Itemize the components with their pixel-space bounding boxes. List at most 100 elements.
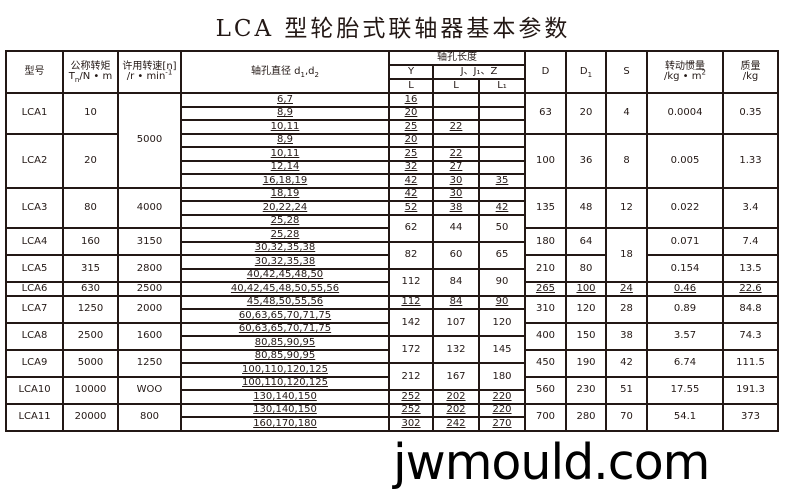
mass-cell: 1.33 <box>722 132 779 189</box>
table-row: LCA2 20 8,9 20 100 36 8 0.005 1.33 <box>5 132 779 189</box>
speed-label: 许用转速[n] <box>122 61 177 72</box>
inertia-cell: 3.57 <box>646 321 724 351</box>
length-L-cell <box>432 132 480 148</box>
table-row: LCA10 10000 WOO 100,110,120,125 560 230 51 17.5… <box>5 375 779 405</box>
bore-diameter-cell: 30,32,35,38 <box>180 240 390 256</box>
S-cell: 12 <box>605 186 648 229</box>
model-cell: LCA11 <box>5 402 64 432</box>
S-cell: 24 <box>605 281 648 297</box>
inertia-cell: 0.46 <box>646 281 724 297</box>
header-Y-L: L <box>388 78 434 94</box>
S-cell: 18 <box>605 227 648 283</box>
inertia-cell: 0.022 <box>646 186 724 229</box>
bore-diameter-cell: 100,110,120,125 <box>180 362 390 378</box>
inertia-label: 转动惯量 <box>665 61 705 72</box>
mass-cell: 84.8 <box>722 294 779 324</box>
S-cell: 51 <box>605 375 648 405</box>
inertia-cell: 17.55 <box>646 375 724 405</box>
mass-cell: 22.6 <box>722 281 779 297</box>
bore-diameter-cell: 6,7 <box>180 92 390 108</box>
header-D1: D1 <box>565 50 607 94</box>
length-Y-cell: 82 <box>388 240 434 270</box>
mass-cell: 3.4 <box>722 186 779 229</box>
bore-diameter-cell: 45,48,50,55,56 <box>180 294 390 310</box>
length-L-cell <box>432 105 480 121</box>
length-L1-cell <box>478 159 526 175</box>
length-L1-cell: 90 <box>478 294 526 310</box>
length-L1-cell: 220 <box>478 389 526 405</box>
length-Y-cell: 252 <box>388 402 434 418</box>
length-Y-cell: 25 <box>388 146 434 162</box>
model-cell: LCA10 <box>5 375 64 405</box>
header-JZ: J、J₁、Z <box>432 64 526 80</box>
length-L-cell: 30 <box>432 186 480 202</box>
length-L-cell: 84 <box>432 267 480 297</box>
torque-cell: 10 <box>62 92 119 135</box>
table-row: LCA9 5000 1250 80,85,90,95 450 190 42 6.74 111.5 <box>5 348 779 378</box>
mass-cell: 7.4 <box>722 227 779 256</box>
D-cell: 210 <box>524 254 567 283</box>
D-cell: 400 <box>524 321 567 351</box>
model-cell: LCA8 <box>5 321 64 351</box>
speed-cell: 4000 <box>117 186 182 229</box>
length-Y-cell: 20 <box>388 132 434 148</box>
length-Y-cell: 32 <box>388 159 434 175</box>
D1-cell: 80 <box>565 254 607 283</box>
model-cell: LCA1 <box>5 92 64 135</box>
torque-cell: 630 <box>62 281 119 297</box>
header-J-L1: L₁ <box>478 78 526 94</box>
table-body: LCA1 10 5000 6,7 16 63 20 4 0.0004 0.35 8,9 20 10,11… <box>5 92 779 432</box>
D-cell: 63 <box>524 92 567 135</box>
speed-cell: 2800 <box>117 254 182 283</box>
speed-cell: 3150 <box>117 227 182 256</box>
bore-diameter-cell: 20,22,24 <box>180 200 390 216</box>
length-L-cell: 44 <box>432 213 480 243</box>
table-row: LCA4 160 3150 25,28 180 64 18 0.071 7.4 <box>5 227 779 283</box>
bore-diameter-cell: 40,42,45,48,50 <box>180 267 390 283</box>
torque-label: 公称转矩 <box>70 61 111 72</box>
torque-cell: 160 <box>62 227 119 256</box>
torque-cell: 20000 <box>62 402 119 432</box>
D1-cell: 230 <box>565 375 607 405</box>
header-torque: 公称转矩 Tn/N • m <box>62 50 119 94</box>
header-J-L: L <box>432 78 480 94</box>
model-cell: LCA4 <box>5 227 64 256</box>
length-L1-cell: 220 <box>478 402 526 418</box>
length-Y-cell: 112 <box>388 267 434 297</box>
length-L1-cell <box>478 186 526 202</box>
header-model: 型号 <box>5 50 64 94</box>
bore-sub1: 1 <box>300 71 305 79</box>
speed-unit-sup: -1 <box>165 68 173 77</box>
speed-cell: 800 <box>117 402 182 432</box>
table-row: 8,9 20 <box>6 105 778 121</box>
length-Y-cell: 112 <box>388 294 434 310</box>
model-cell: LCA5 <box>5 254 64 283</box>
speed-cell: 2500 <box>117 281 182 297</box>
torque-cell: 1250 <box>62 294 119 324</box>
S-cell: 4 <box>605 92 648 135</box>
inertia-sup: 2 <box>701 68 706 77</box>
mass-cell: 191.3 <box>722 375 779 405</box>
inertia-cell: 0.071 <box>646 227 724 256</box>
D1-sub: 1 <box>587 71 593 79</box>
inertia-cell: 0.0004 <box>646 92 724 135</box>
bore-diameter-cell: 130,140,150 <box>180 402 390 418</box>
parameter-table: 型号 公称转矩 Tn/N • m 许用转速[n]/r • min-1 轴孔直径 d… <box>5 50 779 432</box>
model-cell: LCA3 <box>5 186 64 229</box>
D-cell: 180 <box>524 227 567 256</box>
S-cell: 42 <box>605 348 648 378</box>
model-cell: LCA6 <box>5 281 64 297</box>
table-row: LCA1 10 5000 6,7 16 63 20 4 0.0004 0.35 <box>5 92 779 189</box>
mass-cell: 74.3 <box>722 321 779 351</box>
S-cell: 70 <box>605 402 648 432</box>
D1-cell: 100 <box>565 281 607 297</box>
inertia-cell: 6.74 <box>646 348 724 378</box>
length-Y-cell: 25 <box>388 119 434 135</box>
inertia-cell: 0.89 <box>646 294 724 324</box>
length-L-cell: 38 <box>432 200 480 216</box>
bore-diameter-cell: 80,85,90,95 <box>180 348 390 364</box>
length-Y-cell: 16 <box>388 92 434 108</box>
table-row: 40,42,45,48,50 112 84 90 <box>6 267 778 297</box>
header-bore-length: 轴孔长度 <box>388 50 526 66</box>
length-L-cell: 242 <box>432 416 480 432</box>
